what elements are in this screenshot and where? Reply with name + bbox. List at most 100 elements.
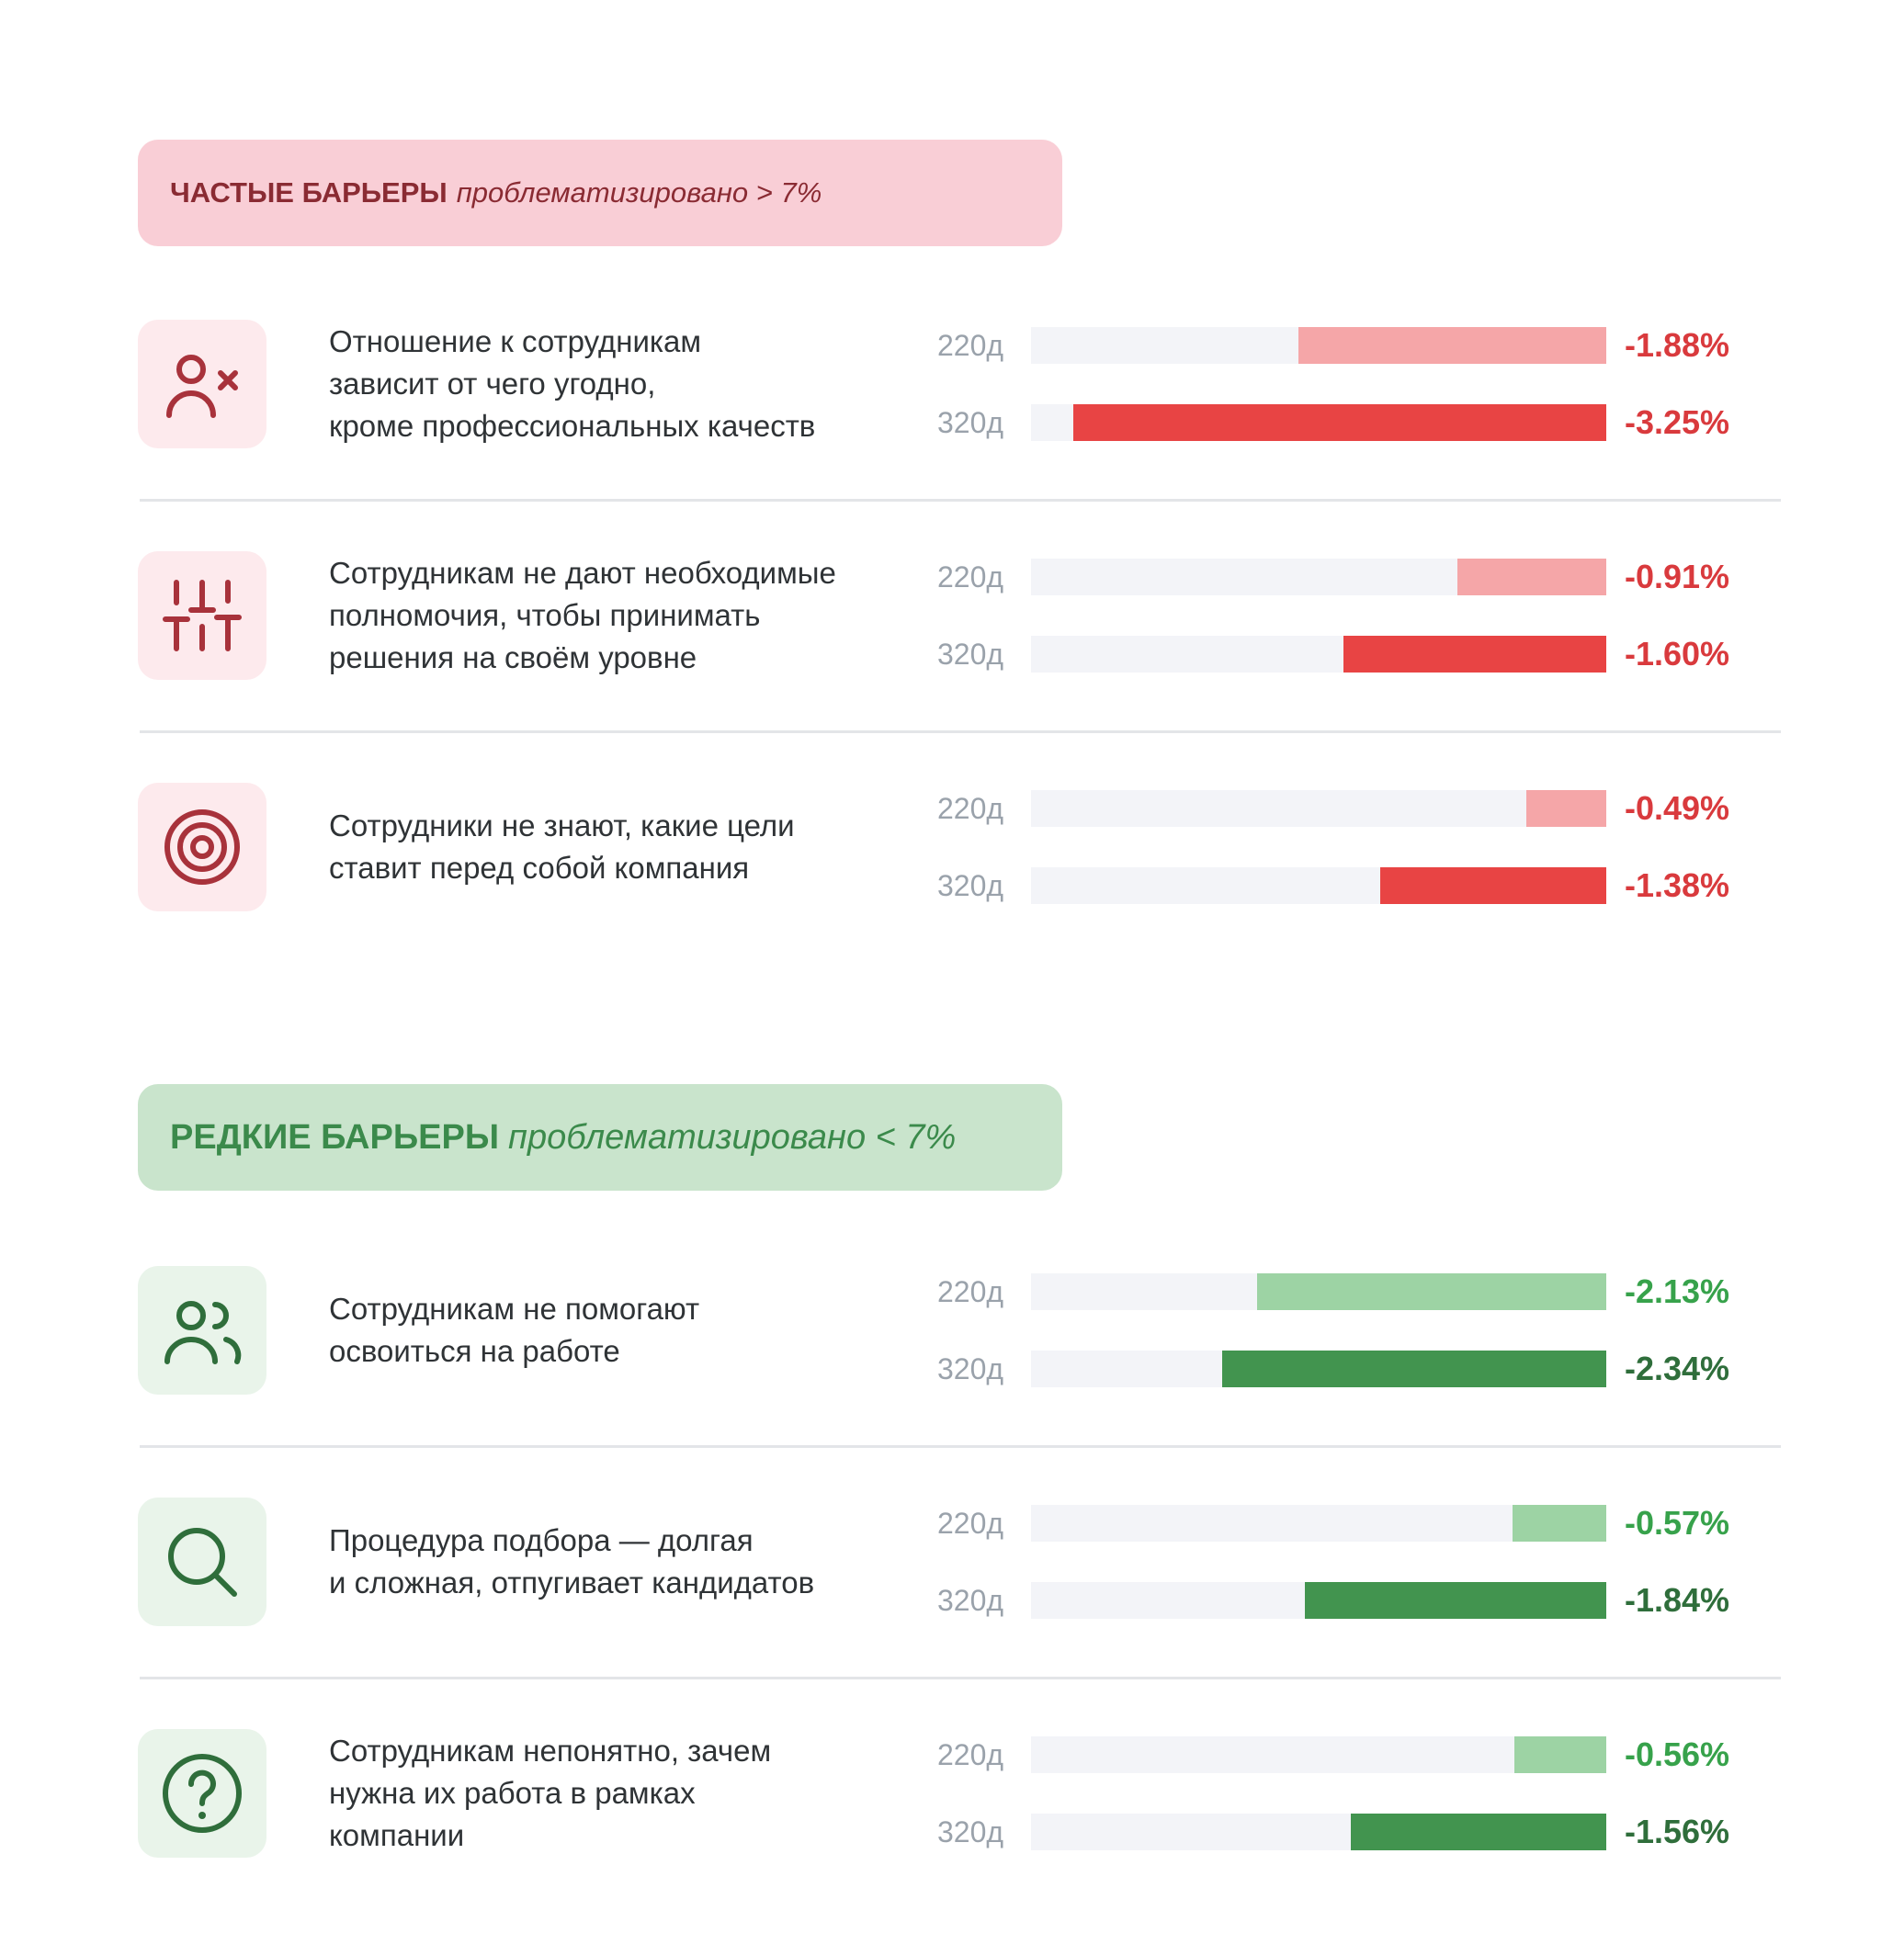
series-label: 320д [937,869,1004,902]
barrier-row: Процедура подбора — долгая и сложная, отп… [0,1490,1904,1701]
bar-line: 320д -1.56% [937,1812,1746,1852]
bar-line: 320д -1.38% [937,865,1746,906]
barrier-label-line: Сотрудникам не дают необходимые [329,556,836,590]
bar [1379,867,1606,904]
question-icon [138,1729,266,1858]
bar [1514,1736,1606,1773]
bar-line: 320д -1.60% [937,634,1746,674]
rare-barriers-title: РЕДКИЕ БАРЬЕРЫ [170,1117,500,1157]
bar [1222,1351,1606,1387]
bar-track [1031,1351,1606,1387]
bar-track [1031,1814,1606,1850]
data-label: -1.60% [1625,635,1730,673]
data-label: -1.56% [1625,1813,1730,1850]
barrier-label-line: ставит перед собой компания [329,851,750,885]
frequent-barriers-title: ЧАСТЫЕ БАРЬЕРЫ [170,176,448,209]
barrier-label-line: Отношение к сотрудникам [329,324,702,358]
search-icon [138,1498,266,1626]
data-label: -3.25% [1625,403,1730,441]
data-label: -0.49% [1625,789,1730,827]
series-label: 220д [937,560,1004,593]
data-label: -0.56% [1625,1735,1730,1773]
series-label: 320д [937,1352,1004,1385]
barrier-label-line: зависит от чего угодно, [329,367,656,401]
bar-track [1031,327,1606,364]
series-label: 220д [937,792,1004,825]
bar-track [1031,867,1606,904]
barrier-label: Сотрудникам не дают необходимые полномочи… [329,552,899,679]
bar-line: 320д -1.84% [937,1580,1746,1621]
bar-track [1031,790,1606,827]
barrier-label-line: полномочия, чтобы принимать [329,598,761,632]
data-label: -1.38% [1625,866,1730,904]
frequent-barriers-subtitle: проблематизировано > 7% [456,176,822,209]
bar-track [1031,404,1606,441]
barrier-row: Сотрудникам не дают необходимые полномочи… [0,544,1904,755]
series-label: 220д [937,1275,1004,1308]
bar [1456,559,1606,595]
barrier-label: Сотрудники не знают, какие цели ставит пе… [329,805,899,889]
bar [1304,1582,1606,1619]
barrier-label-line: кроме профессиональных качеств [329,409,816,443]
users-icon [138,1266,266,1395]
bar [1513,1505,1606,1542]
bar-line: 320д -3.25% [937,402,1746,443]
bar [1525,790,1606,827]
series-label: 220д [937,1738,1004,1771]
barrier-row: Сотрудникам не помогают освоиться на рабо… [0,1259,1904,1470]
bar-line: 220д -0.57% [937,1503,1746,1543]
series-label: 320д [937,1815,1004,1848]
user-x-icon [138,320,266,448]
bar [1350,1814,1606,1850]
series-label: 320д [937,1584,1004,1617]
bar-track [1031,559,1606,595]
barrier-row: Отношение к сотрудникам зависит от чего у… [0,312,1904,524]
barrier-label: Сотрудникам непонятно, зачем нужна их раб… [329,1730,899,1857]
bar [1256,1273,1606,1310]
data-label: -2.34% [1625,1350,1730,1387]
bar-line: 220д -0.49% [937,788,1746,829]
barrier-label: Процедура подбора — долгая и сложная, отп… [329,1520,899,1604]
barrier-row: Сотрудники не знают, какие цели ставит пе… [0,775,1904,987]
series-label: 320д [937,638,1004,671]
bar-line: 220д -2.13% [937,1272,1746,1312]
barrier-label-line: Процедура подбора — долгая [329,1523,754,1557]
bar [1298,327,1606,364]
row-divider [140,1445,1781,1448]
bar-track [1031,636,1606,673]
bar-line: 220д -0.56% [937,1735,1746,1775]
barrier-label-line: Сотрудники не знают, какие цели [329,808,795,842]
series-label: 220д [937,1507,1004,1540]
rare-barriers-subtitle: проблематизировано < 7% [508,1117,957,1157]
bar-line: 220д -0.91% [937,557,1746,597]
data-label: -1.88% [1625,326,1730,364]
data-label: -0.91% [1625,558,1730,595]
barrier-row: Сотрудникам непонятно, зачем нужна их раб… [0,1722,1904,1933]
rare-barriers-header: РЕДКИЕ БАРЬЕРЫ проблематизировано < 7% [138,1084,1062,1191]
barrier-label-line: компании [329,1818,465,1852]
bar-track [1031,1505,1606,1542]
barrier-label-line: Сотрудникам непонятно, зачем [329,1734,772,1768]
bar-line: 320д -2.34% [937,1349,1746,1389]
data-label: -2.13% [1625,1272,1730,1310]
bar-track [1031,1736,1606,1773]
bar-line: 220д -1.88% [937,325,1746,366]
barrier-label: Сотрудникам не помогают освоиться на рабо… [329,1288,899,1373]
barrier-label-line: и сложная, отпугивает кандидатов [329,1566,815,1600]
data-label: -1.84% [1625,1581,1730,1619]
barrier-label-line: освоиться на работе [329,1334,620,1368]
target-icon [138,783,266,911]
row-divider [140,499,1781,502]
bar-track [1031,1273,1606,1310]
bar-track [1031,1582,1606,1619]
barrier-label-line: решения на своём уровне [329,640,697,674]
barrier-label: Отношение к сотрудникам зависит от чего у… [329,321,899,447]
sliders-icon [138,551,266,680]
row-divider [140,1677,1781,1679]
bar [1343,636,1606,673]
series-label: 320д [937,406,1004,439]
bar [1073,404,1606,441]
barrier-label-line: Сотрудникам не помогают [329,1292,700,1326]
data-label: -0.57% [1625,1504,1730,1542]
series-label: 220д [937,329,1004,362]
